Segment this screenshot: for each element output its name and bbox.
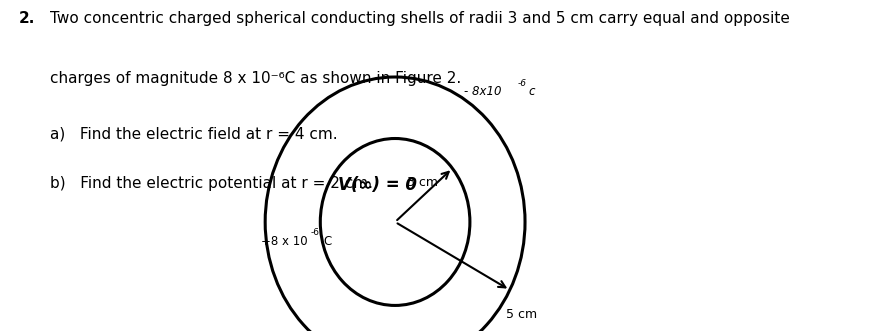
Text: 3 cm: 3 cm xyxy=(407,176,438,189)
Text: Two concentric charged spherical conducting shells of radii 3 and 5 cm carry equ: Two concentric charged spherical conduct… xyxy=(51,11,790,26)
Text: -6: -6 xyxy=(311,228,320,237)
Text: - 8x10: - 8x10 xyxy=(464,85,501,98)
Text: charges of magnitude 8 x 10⁻⁶C as shown in Figure 2.: charges of magnitude 8 x 10⁻⁶C as shown … xyxy=(51,70,462,86)
Text: 5 cm: 5 cm xyxy=(506,308,537,321)
Text: V(∞) = 0: V(∞) = 0 xyxy=(338,176,416,194)
Text: -6: -6 xyxy=(517,79,526,88)
Text: +8 x 10: +8 x 10 xyxy=(261,235,307,248)
Text: C: C xyxy=(323,235,331,248)
Text: 2.: 2. xyxy=(19,11,35,26)
Text: a)   Find the electric field at r = 4 cm.: a) Find the electric field at r = 4 cm. xyxy=(51,126,338,141)
Text: c: c xyxy=(529,85,535,98)
Text: b)   Find the electric potential at r = 2 cm.: b) Find the electric potential at r = 2 … xyxy=(51,176,383,191)
